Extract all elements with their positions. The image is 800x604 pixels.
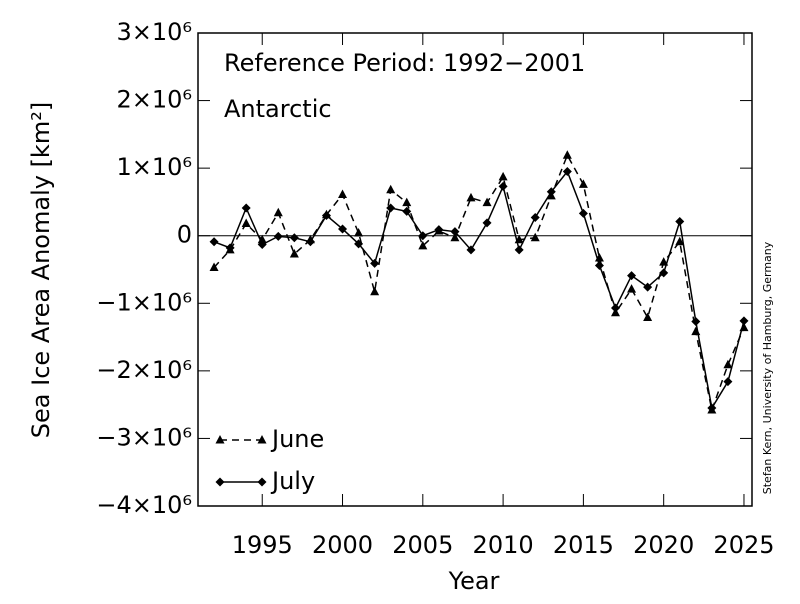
x-tick-label: 2020 bbox=[633, 531, 694, 559]
x-tick-label: 2025 bbox=[713, 531, 774, 559]
marker bbox=[691, 317, 701, 327]
marker bbox=[273, 207, 283, 217]
series-line bbox=[213, 170, 745, 411]
marker bbox=[675, 217, 685, 227]
marker bbox=[402, 206, 412, 216]
marker bbox=[257, 477, 267, 487]
marker bbox=[241, 218, 251, 228]
marker bbox=[215, 477, 225, 487]
annotation: Antarctic bbox=[224, 95, 332, 123]
marker bbox=[241, 203, 251, 213]
marker bbox=[498, 171, 508, 181]
marker bbox=[418, 240, 428, 250]
marker bbox=[289, 233, 299, 243]
marker bbox=[675, 236, 685, 246]
marker bbox=[578, 179, 588, 188]
marker bbox=[707, 403, 717, 413]
marker bbox=[321, 210, 331, 220]
marker bbox=[723, 377, 733, 387]
marker bbox=[402, 197, 412, 207]
marker bbox=[514, 245, 524, 255]
y-tick-label: −2×10⁶ bbox=[96, 356, 192, 384]
marker bbox=[643, 282, 653, 292]
marker bbox=[215, 435, 225, 444]
y-tick-label: 1×10⁶ bbox=[116, 153, 192, 181]
marker bbox=[305, 237, 315, 247]
x-tick-label: 2005 bbox=[392, 531, 453, 559]
marker bbox=[418, 231, 428, 241]
marker bbox=[739, 316, 749, 326]
marker bbox=[482, 218, 492, 228]
credit: Stefan Kern, University of Hamburg, Germ… bbox=[761, 241, 774, 494]
x-axis-label: Year bbox=[448, 567, 500, 595]
marker bbox=[594, 260, 604, 270]
y-tick-label: 0 bbox=[177, 221, 192, 249]
marker bbox=[450, 227, 460, 237]
marker bbox=[578, 208, 588, 218]
x-tick-label: 1995 bbox=[232, 531, 293, 559]
marker bbox=[209, 262, 219, 271]
marker bbox=[546, 187, 556, 197]
legend-label: June bbox=[270, 425, 324, 453]
marker bbox=[289, 248, 299, 258]
marker bbox=[611, 303, 621, 313]
marker bbox=[498, 181, 508, 191]
y-tick-label: −4×10⁶ bbox=[96, 491, 192, 519]
y-tick-label: 3×10⁶ bbox=[116, 18, 192, 46]
y-tick-label: −1×10⁶ bbox=[96, 288, 192, 316]
marker bbox=[354, 239, 364, 249]
marker bbox=[562, 167, 572, 177]
legend-label: July bbox=[270, 467, 315, 495]
y-tick-label: −3×10⁶ bbox=[96, 423, 192, 451]
marker bbox=[434, 225, 444, 235]
marker bbox=[386, 184, 396, 194]
marker bbox=[386, 203, 396, 213]
marker bbox=[354, 228, 364, 237]
plot-frame bbox=[197, 32, 753, 507]
marker bbox=[466, 192, 476, 202]
marker bbox=[338, 224, 348, 234]
marker bbox=[370, 286, 380, 296]
marker bbox=[225, 243, 235, 253]
series-line bbox=[213, 153, 745, 413]
marker bbox=[466, 245, 476, 255]
marker bbox=[562, 150, 572, 159]
x-tick-label: 2015 bbox=[553, 531, 614, 559]
marker bbox=[723, 359, 733, 369]
x-tick-label: 2000 bbox=[312, 531, 373, 559]
annotation: Reference Period: 1992−2001 bbox=[224, 49, 585, 77]
y-tick-label: 2×10⁶ bbox=[116, 86, 192, 114]
y-axis-label: Sea Ice Area Anomaly [km²] bbox=[27, 102, 55, 438]
marker bbox=[370, 258, 380, 268]
marker bbox=[691, 326, 701, 336]
marker bbox=[627, 271, 637, 281]
x-tick-label: 2010 bbox=[473, 531, 534, 559]
marker bbox=[482, 197, 492, 207]
marker bbox=[643, 312, 653, 321]
marker bbox=[627, 284, 637, 293]
marker bbox=[209, 237, 219, 247]
marker bbox=[659, 268, 669, 278]
marker bbox=[530, 212, 540, 222]
marker bbox=[257, 435, 267, 444]
marker bbox=[257, 239, 267, 249]
marker bbox=[338, 189, 348, 198]
marker bbox=[273, 231, 283, 241]
marker bbox=[450, 232, 460, 242]
marker bbox=[530, 232, 540, 242]
